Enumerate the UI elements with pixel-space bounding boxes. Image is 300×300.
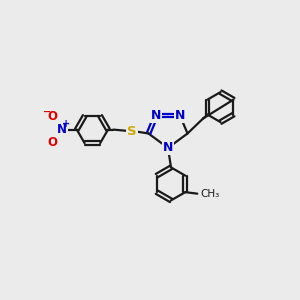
Text: O: O [48, 136, 58, 149]
Text: N: N [57, 123, 67, 136]
Text: O: O [48, 110, 58, 124]
Text: +: + [62, 118, 70, 129]
Text: N: N [175, 109, 185, 122]
Text: CH₃: CH₃ [200, 189, 220, 199]
Text: S: S [127, 124, 137, 138]
Text: N: N [163, 141, 173, 154]
Text: N: N [151, 109, 161, 122]
Text: −: − [43, 106, 52, 117]
